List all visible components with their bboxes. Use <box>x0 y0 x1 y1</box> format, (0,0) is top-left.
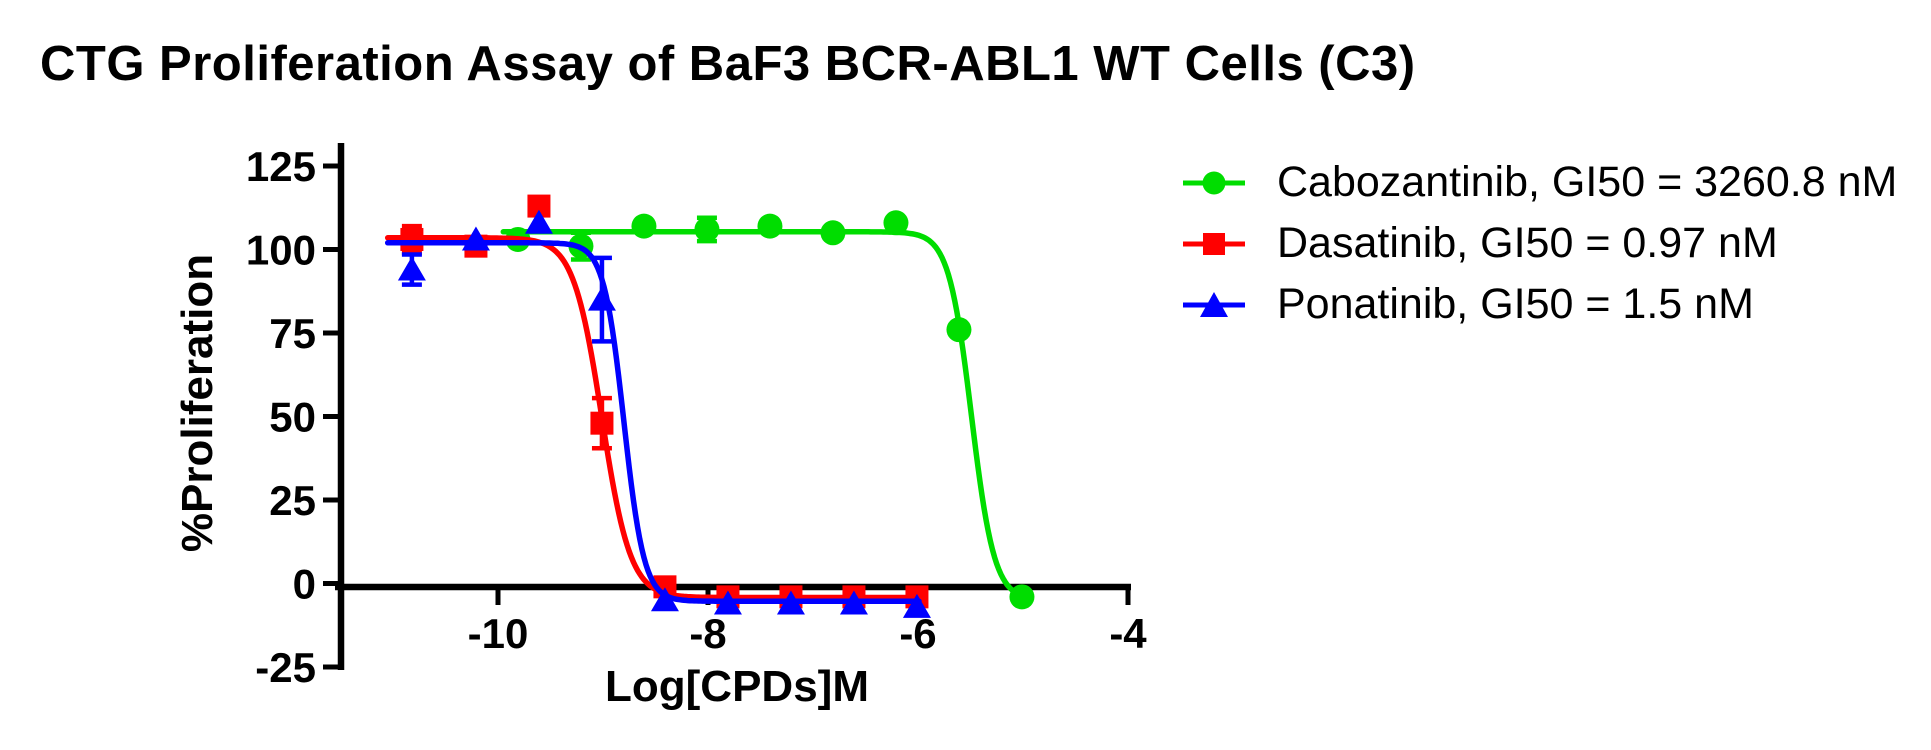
cabozantinib-circle-marker-icon <box>1183 171 1245 194</box>
series-dasatinib <box>384 194 929 609</box>
data-point-triangle <box>776 590 805 615</box>
x-tick-label: -4 <box>1109 610 1147 657</box>
data-point-square <box>590 411 614 435</box>
data-point-triangle <box>713 590 742 615</box>
legend-item-cabozantinib: Cabozantinib, GI50 = 3260.8 nM <box>1183 152 1897 213</box>
ponatinib-triangle-marker-icon <box>1183 291 1245 317</box>
legend-label-dasatinib: Dasatinib, GI50 = 0.97 nM <box>1277 219 1778 267</box>
y-axis-title: %Proliferation <box>173 254 222 552</box>
data-point-square <box>400 227 424 251</box>
data-point-triangle <box>524 209 553 234</box>
data-point-triangle <box>650 587 679 612</box>
legend-label-ponatinib: Ponatinib, GI50 = 1.5 nM <box>1277 280 1754 328</box>
data-point-circle <box>631 213 657 239</box>
x-axis-title: Log[CPDs]M <box>605 662 869 711</box>
data-point-circle <box>883 210 909 236</box>
chart-title: CTG Proliferation Assay of BaF3 BCR-ABL1… <box>40 37 1416 91</box>
legend-item-dasatinib: Dasatinib, GI50 = 0.97 nM <box>1183 213 1897 274</box>
data-point-triangle <box>902 593 931 618</box>
x-tick-label: -8 <box>689 610 726 657</box>
legend-label-cabozantinib: Cabozantinib, GI50 = 3260.8 nM <box>1277 158 1898 206</box>
y-tick-label: 50 <box>269 394 316 441</box>
y-tick-label: 25 <box>269 477 316 524</box>
curve-dasatinib <box>384 235 922 601</box>
data-point-circle <box>694 216 720 242</box>
curve-cabozantinib <box>500 229 1029 600</box>
data-point-circle <box>946 317 972 343</box>
data-point-circle <box>820 220 846 246</box>
curve-ponatinib <box>384 240 922 604</box>
data-point-triangle <box>839 590 868 615</box>
dasatinib-square-marker-icon <box>1183 232 1245 255</box>
data-point-circle <box>757 213 783 239</box>
y-tick-label: 100 <box>246 227 316 274</box>
legend-item-ponatinib: Ponatinib, GI50 = 1.5 nM <box>1183 274 1897 335</box>
data-point-triangle <box>461 226 490 251</box>
y-tick-label: -25 <box>255 644 316 691</box>
y-tick-label: 75 <box>269 310 316 357</box>
series-cabozantinib <box>500 210 1035 610</box>
data-point-circle <box>1009 584 1035 610</box>
data-point-triangle <box>587 286 616 311</box>
series-ponatinib <box>384 209 931 618</box>
x-tick-label: -10 <box>468 610 529 657</box>
legend: Cabozantinib, GI50 = 3260.8 nM Dasatinib… <box>1183 152 1897 335</box>
data-point-triangle <box>397 256 426 281</box>
y-tick-label: 125 <box>246 143 316 190</box>
y-tick-label: 0 <box>293 561 316 608</box>
data-point-square <box>527 194 551 218</box>
